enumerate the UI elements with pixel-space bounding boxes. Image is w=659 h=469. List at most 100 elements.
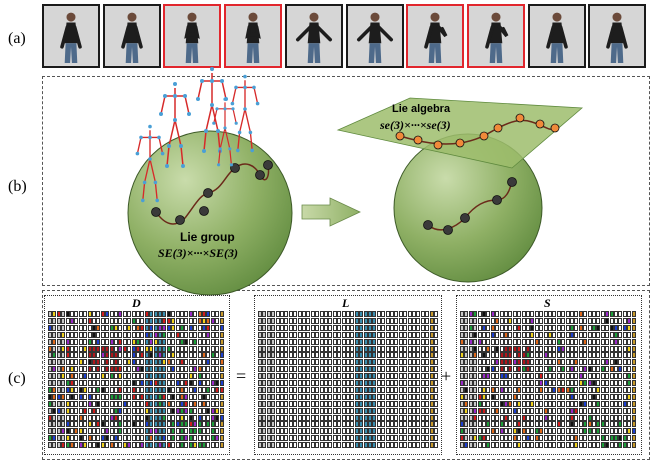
matrix-d-label: D [132,296,141,310]
matrix-cell [622,407,627,414]
matrix-cell [48,324,52,331]
matrix-cell [162,352,167,359]
person-figure [44,7,98,65]
matrix-cell [149,311,154,317]
matrix-cell [109,435,114,442]
matrix-cell [215,317,220,324]
matrix-cell [310,428,315,435]
matrix-cell [552,331,557,338]
matrix-cell [420,352,425,359]
matrix-cell [136,414,140,421]
matrix-cell [521,380,526,386]
matrix-cell [341,393,346,400]
matrix-cell [332,421,337,428]
matrix-cell [381,428,386,435]
matrix-cell [266,400,271,407]
matrix-cell [56,442,61,449]
matrix-cell [631,324,636,331]
lie-algebra-point [550,123,560,133]
matrix-cell [561,366,566,373]
matrix-cell [605,414,610,421]
matrix-cell [140,311,145,317]
matrix-cell [158,435,162,442]
matrix-cell [460,373,464,380]
matrix-cell [473,435,478,442]
matrix-cell [258,442,262,449]
matrix-cell [118,407,123,414]
matrix-cell [210,407,215,414]
matrix-cell [416,400,421,407]
matrix-cell [144,366,149,373]
matrix-cell [407,428,412,435]
matrix-cell [310,317,315,324]
matrix-cell [372,359,377,366]
matrix-cell [499,407,504,414]
matrix-cell [504,421,508,428]
matrix-cell [193,442,198,449]
matrix-cell [381,317,386,324]
matrix-cell [490,311,495,317]
matrix-cell [574,407,579,414]
matrix-cell [188,345,193,352]
matrix-cell [210,393,215,400]
matrix-cell [495,311,500,317]
matrix-cell [136,435,140,442]
matrix-cell [390,442,394,449]
matrix-cell [622,380,627,386]
matrix-cell [149,442,154,449]
matrix-cell [215,380,220,386]
matrix-cell [219,400,224,407]
matrix-cell [416,311,421,317]
matrix-cell [578,380,583,386]
matrix-cell [324,352,328,359]
matrix-cell [206,366,211,373]
matrix-cell [622,400,627,407]
matrix-cell [499,359,504,366]
matrix-cell [618,373,623,380]
matrix-cell [215,442,220,449]
matrix-cell [618,400,623,407]
matrix-cell [600,324,605,331]
matrix-cell [149,421,154,428]
matrix-cell [197,407,202,414]
matrix-cell [600,428,605,435]
matrix-cell [193,373,198,380]
matrix-cell [499,373,504,380]
matrix-cell [87,324,92,331]
sphere-point-right [423,220,433,230]
matrix-cell [96,386,101,393]
matrix-cell [556,345,561,352]
matrix-cell [275,317,280,324]
matrix-cell [429,407,434,414]
matrix-cell [271,435,276,442]
matrix-cell [306,407,311,414]
matrix-cell [618,386,623,393]
matrix-cell [622,373,627,380]
matrix-cell [215,400,220,407]
matrix-cell [508,380,513,386]
matrix-cell [429,414,434,421]
matrix-cell [592,331,596,338]
matrix-cell [302,380,306,386]
matrix-cell [543,421,548,428]
matrix-cell [328,331,333,338]
matrix-cell [275,366,280,373]
matrix-cell [302,311,306,317]
matrix-cell [180,442,184,449]
matrix-cell [372,407,377,414]
matrix-cell [394,393,399,400]
matrix-cell [306,386,311,393]
matrix-cell [56,373,61,380]
matrix-cell [416,428,421,435]
matrix-cell [570,428,574,435]
matrix-cell [266,414,271,421]
matrix-cell [416,414,421,421]
matrix-cell [583,380,588,386]
matrix-cell [521,317,526,324]
matrix-cell [337,359,342,366]
matrix-cell [127,407,132,414]
matrix-cell [92,442,96,449]
matrix-cell [499,324,504,331]
matrix-cell [65,311,70,317]
matrix-cell [618,331,623,338]
